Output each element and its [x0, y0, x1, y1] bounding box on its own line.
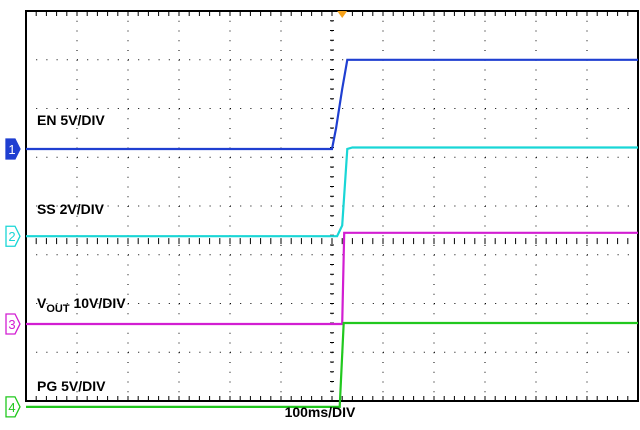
channel-number-4: 4 — [8, 400, 15, 415]
trace-ch3 — [26, 231, 638, 326]
channel-number-1: 1 — [8, 142, 15, 157]
channel-markers: 1 2 3 4 — [5, 11, 348, 418]
channel-marker-2 — [5, 225, 21, 247]
trace-label-ch1: EN 5V/DIV — [37, 112, 105, 128]
trace-label-ch2: SS 2V/DIV — [37, 201, 105, 217]
trace-labels: EN 5V/DIV SS 2V/DIV VOUT 10V/DIV PG 5V/DIV — [37, 112, 126, 394]
channel-number-2: 2 — [8, 229, 15, 244]
trace-ch1 — [26, 58, 638, 151]
channel-number-3: 3 — [8, 317, 15, 332]
channel-marker-4 — [5, 396, 21, 418]
trace-label-ch4: PG 5V/DIV — [37, 378, 106, 394]
x-axis-label: 100ms/DIV — [284, 404, 356, 420]
channel-marker-1 — [5, 138, 21, 160]
grid — [25, 10, 639, 402]
trace-label-ch3: VOUT 10V/DIV — [37, 295, 126, 315]
trace-ch4 — [26, 321, 638, 408]
trigger-marker — [337, 11, 348, 18]
trace-ch2 — [26, 146, 638, 238]
traces — [26, 58, 638, 408]
channel-marker-3 — [5, 313, 21, 335]
